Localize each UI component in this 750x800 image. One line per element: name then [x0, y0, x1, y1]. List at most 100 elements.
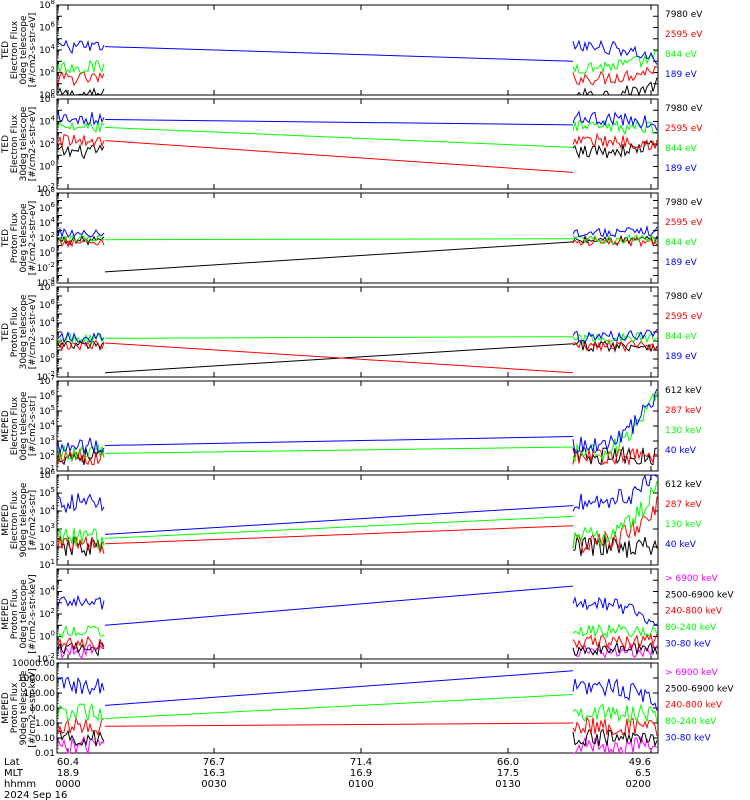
y-axis-label: TED Proton Flux 0deg telescope [#/cm2-s-str… — [1, 201, 38, 276]
series-line-left — [57, 143, 105, 160]
y-tick-label: 102 — [39, 540, 55, 553]
legend-entry: 189 eV — [665, 352, 698, 362]
series-line-left — [57, 227, 105, 239]
series-line-gap — [104, 694, 574, 719]
legend-entry: 844 eV — [665, 144, 698, 154]
y-axis-label-line: 90deg telescope — [19, 670, 29, 745]
x-tick-hhmm-2: 0100 — [348, 779, 373, 790]
y-tick-label: 100 — [39, 246, 55, 259]
series-line-gap — [104, 446, 574, 454]
series-line-right — [572, 50, 658, 75]
y-axis-label-line: 0deg telescope — [19, 579, 29, 649]
series-line-right — [572, 39, 658, 65]
y-axis-label-line: 30deg telescope — [19, 294, 29, 369]
y-axis-label-line: [#/cm2-s-str] — [28, 396, 38, 456]
y-axis-label-line: MEPED — [1, 504, 11, 536]
y-axis-label-line: Electron Flux — [10, 20, 20, 79]
panel-frame — [56, 4, 659, 96]
y-tick-label: 10-2 — [37, 182, 55, 195]
series-line-gap — [104, 336, 574, 339]
series-line-right — [572, 392, 658, 464]
legend-entry: 844 eV — [665, 332, 698, 342]
legend-entry: 2595 eV — [665, 30, 703, 40]
legend-entry: 80-240 keV — [665, 623, 717, 633]
legend-entry: 189 eV — [665, 164, 698, 174]
legend-entry: 612 keV — [665, 480, 702, 490]
series-line-left — [57, 59, 105, 74]
y-tick-label: 102 — [39, 607, 55, 620]
series-line-left — [57, 676, 105, 696]
y-tick-label: 102 — [39, 66, 55, 79]
y-axis-label-line: Proton Flux — [10, 682, 20, 733]
y-tick-label: 104 — [39, 316, 55, 329]
series-line-gap — [104, 505, 574, 535]
y-tick-label: 10.00 — [29, 704, 55, 714]
legend-entry: > 6900 keV — [665, 668, 719, 678]
series-line-left — [57, 234, 105, 243]
legend-entry: 7980 eV — [665, 10, 703, 20]
series-line-right — [572, 139, 658, 159]
series-line-gap — [104, 119, 574, 126]
series-line-left — [57, 635, 105, 650]
y-tick-label: 10-2 — [37, 261, 55, 274]
y-tick-label: 10-4 — [37, 276, 56, 289]
series-line-gap — [104, 342, 574, 374]
series-line-left — [57, 71, 105, 87]
series-line-left — [57, 111, 105, 126]
y-axis-label-line: 0deg telescope — [19, 15, 29, 85]
legend-entry: 2595 eV — [665, 218, 703, 228]
y-tick-label: 1000.00 — [18, 674, 55, 684]
series-line-gap — [104, 585, 574, 626]
series-line-left — [57, 535, 105, 557]
series-line-gap — [104, 241, 574, 273]
y-axis-label-line: Electron Flux — [10, 114, 20, 173]
series-line-left — [57, 237, 105, 249]
series-line-right — [572, 728, 658, 748]
legend-entry: 287 keV — [665, 500, 702, 510]
y-axis-label: MEPED Electron Flux 0deg telescope [#/cm2-s… — [1, 391, 38, 461]
series-line-gap — [104, 436, 574, 446]
series-line-gap — [104, 722, 574, 727]
series-line-right — [572, 623, 658, 639]
y-tick-label: 104 — [39, 115, 55, 128]
panel-frame — [56, 662, 659, 754]
y-tick-label: 108 — [39, 280, 55, 293]
y-tick-label: 104 — [39, 216, 55, 229]
y-axis-label-line: 90deg telescope — [19, 482, 29, 557]
series-line-right — [572, 65, 658, 86]
series-line-right — [572, 339, 658, 353]
x-tick-lat-1: 76.7 — [203, 757, 225, 768]
series-line-left — [57, 535, 105, 555]
y-axis-label-line: Proton Flux — [10, 212, 20, 263]
series-line-gap — [104, 515, 574, 539]
y-axis-label: MEPED Electron Flux 90deg telescope [#/cm2-… — [1, 482, 38, 557]
y-axis-label-line: 0deg telescope — [19, 391, 29, 461]
y-axis-label: MEPED Proton Flux 0deg telescope [#/cm2-s-s… — [1, 574, 38, 653]
y-tick-label: 100 — [39, 630, 55, 643]
y-axis-label-line: [#/cm2-s-str-keV] — [28, 668, 38, 747]
y-tick-label: 106 — [39, 298, 55, 311]
series-line-left — [57, 717, 105, 737]
y-axis-label-line: MEPED — [1, 692, 11, 724]
series-line-left — [57, 735, 105, 755]
y-tick-label: 101 — [39, 464, 55, 477]
y-tick-label: 106 — [39, 92, 55, 105]
series-line-left — [57, 624, 105, 639]
x-tick-hhmm-3: 0130 — [495, 779, 520, 790]
x-row-label-hhmm: hhmm — [4, 779, 36, 790]
series-line-right — [572, 234, 658, 246]
legend-entry: 189 eV — [665, 70, 698, 80]
y-tick-label: 0.10 — [35, 734, 55, 744]
legend-entry: 2500-6900 keV — [665, 684, 734, 694]
x-tick-hhmm-4: 0200 — [626, 779, 651, 790]
y-tick-label: 106 — [39, 21, 55, 34]
y-tick-label: 103 — [39, 434, 55, 447]
series-line-right — [572, 234, 658, 245]
legend-entry: 189 eV — [665, 258, 698, 268]
x-tick-mlt-3: 17.5 — [497, 768, 519, 779]
